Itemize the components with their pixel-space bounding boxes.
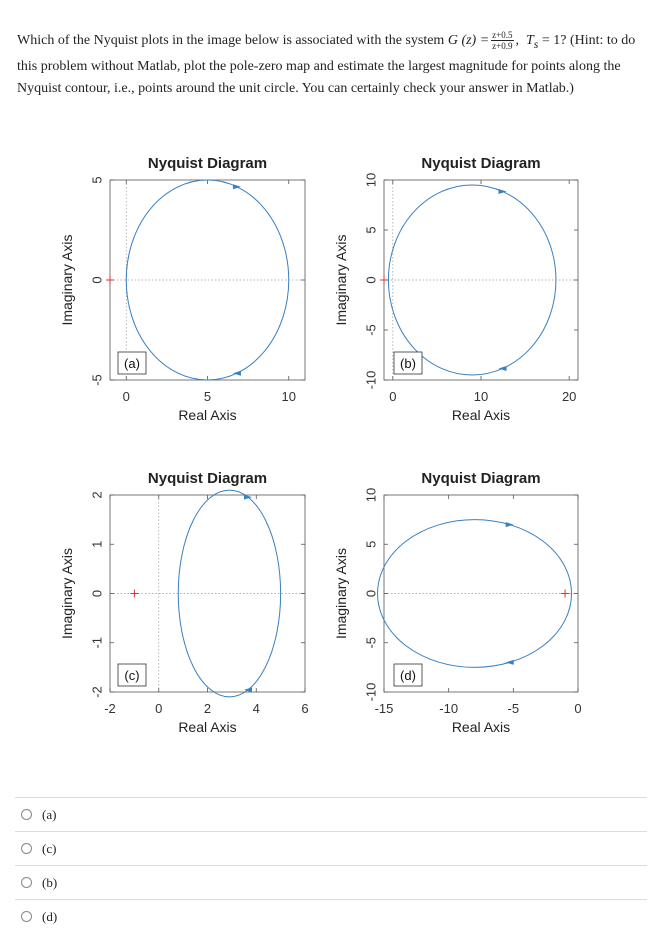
question-part1: Which of the Nyquist plots in the image … [17,33,448,48]
y-tick-label: -10 [363,683,378,702]
x-tick-label: 0 [155,701,162,716]
direction-arrow [498,188,507,194]
x-tick-label: 6 [301,701,308,716]
direction-arrow [505,522,514,528]
y-axis-label: Imaginary Axis [59,234,75,325]
option-label: (a) [42,806,57,822]
x-axis-label: Real Axis [452,407,510,423]
answer-options: (a) (c) (b) (d) [15,797,647,933]
radio-button[interactable] [21,843,32,854]
y-axis-label: Imaginary Axis [333,548,349,639]
y-tick-label: 10 [363,173,378,187]
plot-tag: (a) [124,356,140,371]
y-tick-label: -2 [89,686,104,698]
option-row[interactable]: (a) [15,797,647,831]
y-tick-label: 2 [89,491,104,498]
radio-button[interactable] [21,809,32,820]
x-tick-label: -2 [104,701,116,716]
nyquist-curve [125,179,290,381]
y-tick-label: 5 [89,176,104,183]
x-axis-label: Real Axis [452,719,510,735]
option-row[interactable]: (c) [15,831,647,865]
direction-arrow [232,370,241,376]
chart-title: Nyquist Diagram [421,155,540,172]
ts-label: T [526,33,534,48]
option-row[interactable]: (b) [15,865,647,899]
nyquist-curve [377,519,573,668]
ts-value: = 1? [538,33,567,48]
y-tick-label: 5 [363,226,378,233]
direction-arrow [232,184,241,190]
y-tick-label: -5 [363,637,378,649]
x-tick-label: 20 [562,389,576,404]
x-tick-label: 10 [282,389,296,404]
x-tick-label: 4 [253,701,260,716]
option-label: (b) [42,874,58,890]
direction-arrow [243,494,252,500]
y-tick-label: -10 [363,371,378,390]
x-tick-label: 2 [204,701,211,716]
x-tick-label: -10 [439,701,458,716]
chart-title: Nyquist Diagram [148,155,267,172]
plot-tag: (d) [400,668,416,683]
nyquist-curve [177,489,282,698]
y-axis-label: Imaginary Axis [59,548,75,639]
plot-tag-box [393,663,423,687]
radio-button[interactable] [21,911,32,922]
y-tick-label: 0 [89,590,104,597]
radio-button[interactable] [21,877,32,888]
y-tick-label: -5 [89,374,104,386]
plot-tag: (b) [400,356,416,371]
plot-tag: (c) [124,668,139,683]
fraction-denominator: z+0.9 [492,41,513,52]
direction-arrow [243,687,252,693]
direction-arrow [498,366,507,372]
option-label: (c) [42,840,57,856]
plot-tag-box [393,351,423,375]
fraction-numerator: z+0.5 [491,30,514,42]
y-axis-label: Imaginary Axis [333,234,349,325]
transfer-fraction: z+0.5 z+0.9 [491,30,514,52]
x-tick-label: 10 [474,389,488,404]
y-tick-label: 5 [363,541,378,548]
option-label: (d) [42,908,58,924]
x-axis-label: Real Axis [178,407,236,423]
question-part2: (Hint: to do this problem without Matlab… [17,33,636,96]
x-tick-label: 0 [389,389,396,404]
x-axis-label: Real Axis [178,719,236,735]
y-tick-label: 10 [363,488,378,502]
x-tick-label: 0 [123,389,130,404]
ts-subscript: s [533,37,539,51]
option-row[interactable]: (d) [15,899,647,933]
x-tick-label: 5 [204,389,211,404]
y-tick-label: -1 [89,637,104,649]
y-tick-label: -5 [363,324,378,336]
x-tick-label: -5 [508,701,520,716]
plot-tag-box [117,663,147,687]
nyquist-curve [387,184,557,376]
g-label: G (z) = [447,33,490,48]
y-tick-label: 0 [363,590,378,597]
y-tick-label: 1 [89,541,104,548]
x-tick-label: -15 [375,701,394,716]
chart-title: Nyquist Diagram [148,470,267,487]
direction-arrow [505,659,514,665]
plot-tag-box [117,351,147,375]
y-tick-label: 0 [89,276,104,283]
x-tick-label: 0 [574,701,581,716]
question-text: Which of the Nyquist plots in the image … [17,30,636,96]
y-tick-label: 0 [363,276,378,283]
chart-title: Nyquist Diagram [421,470,540,487]
